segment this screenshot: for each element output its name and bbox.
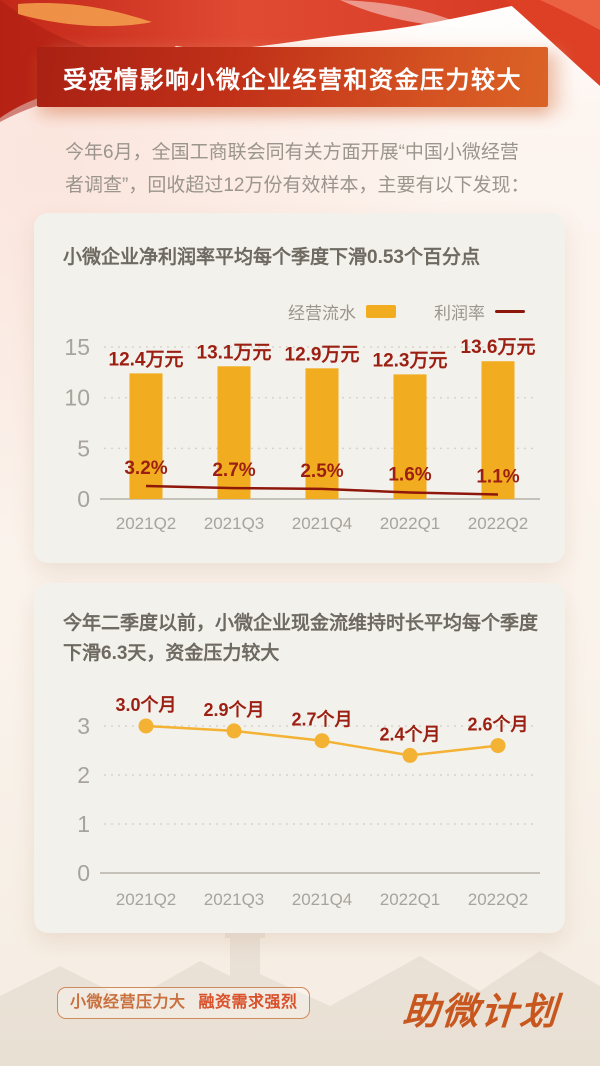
bar-value-label: 12.4万元: [109, 349, 184, 370]
bar-value-label: 12.3万元: [373, 350, 448, 371]
card-title: 今年二季度以前，小微企业现金流维持时长平均每个季度 下滑6.3天，资金压力较大: [63, 613, 539, 664]
point-value-label: 2.7个月: [291, 709, 352, 730]
profit-chart-card: 小微企业净利润率平均每个季度下滑0.53个百分点 经营流水 利润率 0 5 10 15…: [34, 213, 565, 563]
data-point-marker: [402, 747, 418, 763]
x-tick-label: 2022Q1: [380, 890, 441, 909]
intro-text: 今年6月，全国工商联会同有关方面开展“中国小微经营 者调查”，回收超过12万份有…: [65, 136, 547, 202]
y-tick-label: 0: [77, 486, 90, 512]
x-tick-label: 2021Q2: [116, 890, 177, 909]
legend-bar-swatch-icon: [366, 305, 396, 318]
y-tick-label: 1: [77, 811, 90, 837]
bar: [393, 374, 427, 499]
x-tick-label: 2022Q1: [380, 514, 441, 533]
point-value-label: 2.4个月: [379, 723, 440, 744]
percent-label: 1.6%: [388, 465, 431, 486]
percent-label: 2.7%: [212, 460, 255, 481]
slogan-part-1: 小微经营压力大: [70, 994, 186, 1011]
y-tick-label: 0: [77, 860, 90, 886]
profit-rate-line: [145, 484, 499, 496]
bar-value-label: 12.9万元: [285, 344, 360, 365]
bar-value-label: 13.6万元: [461, 337, 536, 358]
y-tick-label: 10: [64, 385, 90, 411]
point-value-label: 2.9个月: [203, 699, 264, 720]
bar-value-label: 13.1万元: [197, 342, 272, 363]
legend-line-swatch-icon: [495, 310, 525, 313]
percent-label: 3.2%: [124, 458, 167, 479]
footer-slogan-badge: 小微经营压力大 融资需求强烈: [57, 987, 311, 1019]
y-tick-label: 3: [77, 713, 90, 739]
bar-line-chart-canvas: 0 5 10 15 12.4万元 13.1万元 12.9万元 12.3万元 13.6万元 3.2%…: [64, 334, 540, 533]
bar-line-chart: 0 5 10 15 12.4万元 13.1万元 12.9万元 12.3万元 13.6万元 3.2%…: [34, 313, 565, 553]
bar: [129, 373, 163, 499]
y-tick-label: 5: [77, 435, 90, 461]
page-title: 受疫情影响小微企业经营和资金压力较大: [63, 66, 522, 94]
line-chart: 0 1 2 3 3.0个月 2.9个月 2.7个月 2.4个月 2.6个月 2021Q2 2021Q…: [34, 693, 565, 923]
percent-label: 1.1%: [476, 467, 519, 488]
point-value-label: 3.0个月: [115, 694, 176, 715]
x-tick-label: 2021Q4: [292, 890, 353, 909]
title-banner: 受疫情影响小微企业经营和资金压力较大: [37, 47, 548, 107]
x-tick-label: 2021Q3: [204, 514, 265, 533]
x-tick-label: 2021Q2: [116, 514, 177, 533]
data-point-marker: [138, 718, 154, 734]
line-chart-canvas: 0 1 2 3 3.0个月 2.9个月 2.7个月 2.4个月 2.6个月 2021Q2 2021Q…: [77, 694, 540, 909]
cashflow-chart-card: 今年二季度以前，小微企业现金流维持时长平均每个季度 下滑6.3天，资金压力较大 …: [34, 583, 565, 933]
brand-logo: 助微计划: [401, 989, 561, 1033]
intro-line-1: 今年6月，全国工商联会同有关方面开展“中国小微经营: [65, 142, 519, 163]
y-tick-label: 15: [64, 334, 90, 360]
x-tick-label: 2022Q2: [468, 514, 529, 533]
bar: [217, 366, 251, 499]
x-tick-label: 2021Q3: [204, 890, 265, 909]
data-point-marker: [314, 733, 330, 749]
bar: [305, 368, 339, 499]
legend-flow-label: 经营流水: [288, 304, 356, 323]
x-tick-label: 2021Q4: [292, 514, 353, 533]
y-tick-label: 2: [77, 762, 90, 788]
card-title: 小微企业净利润率平均每个季度下滑0.53个百分点: [63, 247, 480, 268]
slogan-part-2: 融资需求强烈: [198, 994, 298, 1011]
x-tick-label: 2022Q2: [468, 890, 529, 909]
legend: 经营流水 利润率: [288, 299, 525, 324]
legend-profit-label: 利润率: [434, 304, 485, 323]
data-point-marker: [490, 738, 506, 754]
point-value-label: 2.6个月: [467, 714, 528, 735]
data-point-marker: [226, 723, 242, 739]
intro-line-2: 者调查”，回收超过12万份有效样本，主要有以下发现：: [65, 175, 530, 196]
percent-label: 2.5%: [300, 461, 343, 482]
bar: [481, 361, 515, 499]
